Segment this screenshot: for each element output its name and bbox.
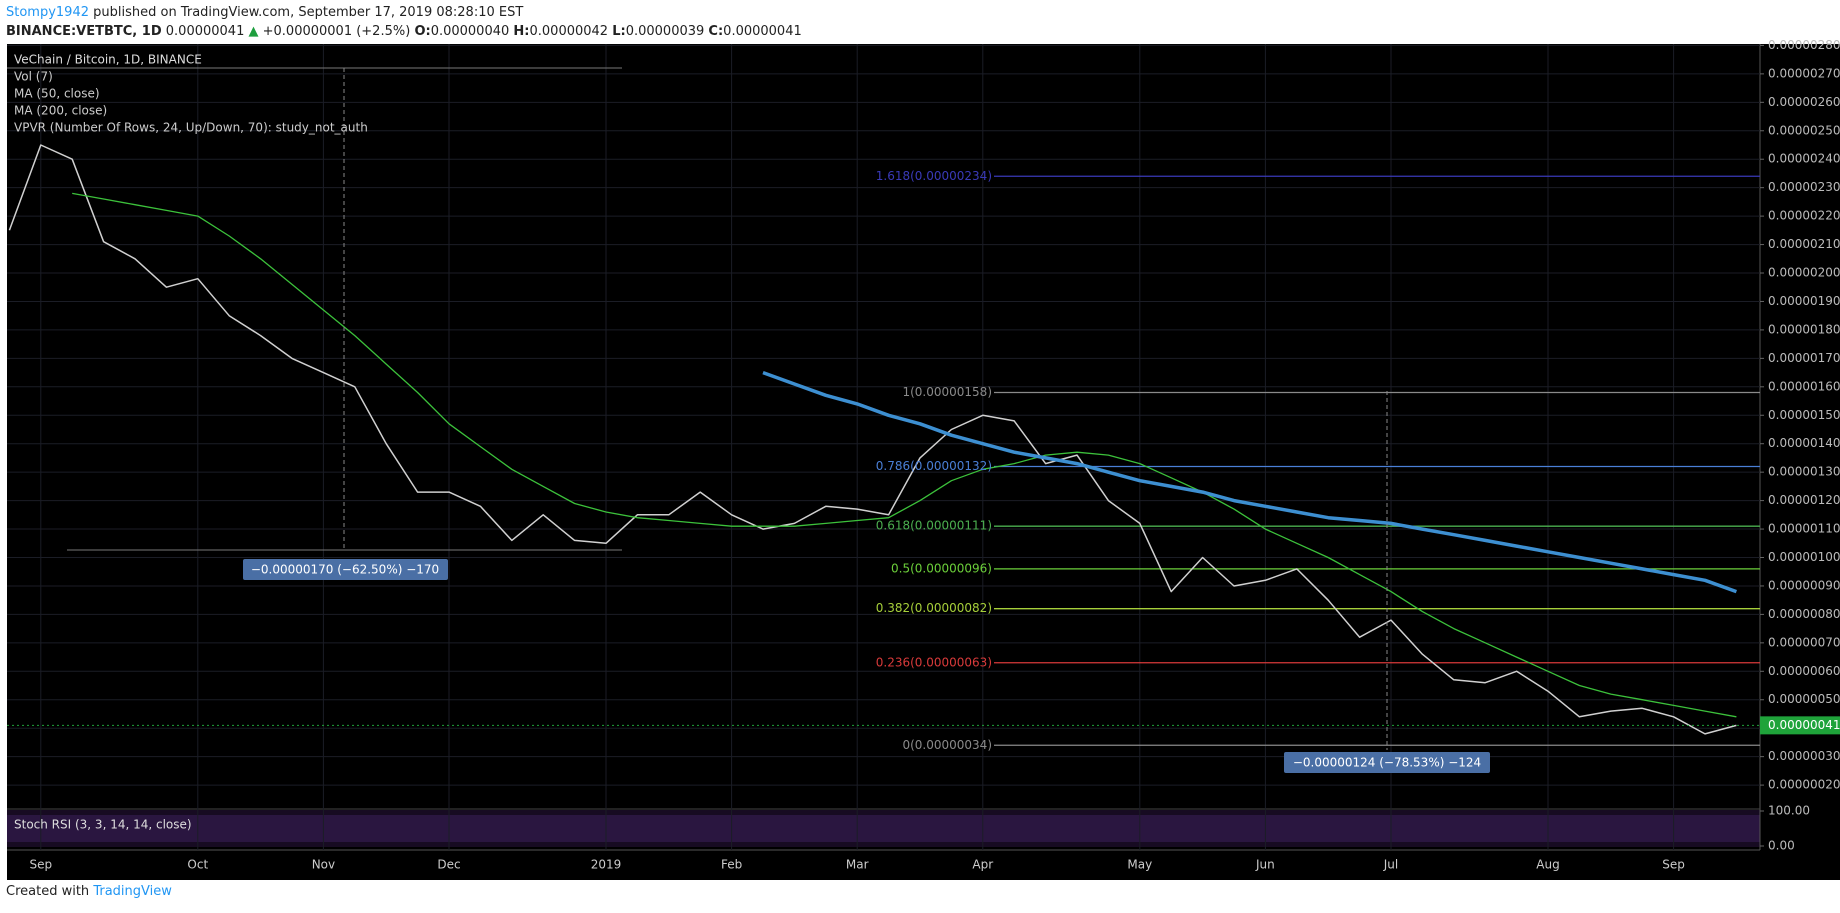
y-tick-label: 0.00000120 [1768,493,1840,507]
x-tick-label: 2019 [591,858,622,872]
high: 0.00000042 [529,24,609,39]
x-tick-label: Jun [1255,858,1275,872]
y-tick-label: 0.00000070 [1768,635,1840,649]
rsi-tick-label: 0.00 [1768,839,1795,853]
x-tick-label: Sep [1662,858,1685,872]
rsi-band [7,815,1760,842]
indicator: Vol (7) [14,70,53,84]
y-tick-label: 0.00000060 [1768,664,1840,678]
y-tick-label: 0.00000080 [1768,607,1840,621]
y-tick-label: 0.00000090 [1768,578,1840,592]
published: published on TradingView.com, September … [93,5,524,20]
close: 0.00000041 [723,24,802,39]
x-tick-label: May [1127,858,1152,872]
y-tick-label: 0.00000200 [1768,266,1840,280]
y-tick-label: 0.00000220 [1768,209,1840,223]
x-tick-label: Feb [721,858,742,872]
y-tick-label: 0.00000110 [1768,522,1840,536]
y-tick-label: 0.00000150 [1768,408,1840,422]
y-tick-label: 0.00000160 [1768,379,1840,393]
fib-label: 0(0.00000034) [902,738,992,752]
l-label: L: [612,24,626,39]
legend-entry: MA (200, close) [14,104,107,118]
c-label: C: [708,24,724,39]
header: Stompy1942 published on TradingView.com,… [6,3,802,41]
measure-label: −0.00000124 (−78.53%) −124 [1293,756,1481,770]
y-tick-label: 0.00000130 [1768,465,1840,479]
fib-label: 0.618(0.00000111) [876,519,992,533]
series-line [762,370,1737,594]
rsi-tick-label: 100.00 [1768,804,1810,818]
fib-label: 0.5(0.00000096) [891,561,992,575]
legend-entry: MA (50, close) [14,87,100,101]
x-tick-label: Aug [1536,858,1559,872]
fib-label: 0.786(0.00000132) [876,459,992,473]
fib-label: 0.236(0.00000063) [876,655,992,669]
x-tick-label: Oct [187,858,208,872]
y-tick-label: 0.00000210 [1768,237,1840,251]
rsi-title: Stoch RSI (3, 3, 14, 14, close) [14,818,192,832]
y-tick-label: 0.00000250 [1768,123,1840,137]
last-price-label: 0.00000041 [1768,718,1840,732]
x-tick-label: Apr [972,858,993,872]
last-price-box [1760,716,1840,735]
open: 0.00000040 [430,24,510,39]
low: 0.00000039 [625,24,705,39]
x-tick-label: Mar [846,858,869,872]
measure-label: −0.00000170 (−62.50%) −170 [251,563,439,577]
footer: Created with TradingView [6,884,172,899]
y-tick-label: 0.00000050 [1768,692,1840,706]
y-tick-label: 0.00000270 [1768,66,1840,80]
series-line [8,144,1737,735]
chart-bg [7,44,1840,880]
author[interactable]: Stompy1942 [6,5,89,20]
created: Created with [6,884,90,899]
x-tick-label: Nov [312,858,335,872]
change: +0.00000001 (+2.5%) [262,24,411,39]
y-tick-label: 0.00000280 [1768,38,1840,52]
y-tick-label: 0.00000170 [1768,351,1840,365]
fib-label: 0.382(0.00000082) [876,601,992,615]
series-line [72,192,1737,718]
brand[interactable]: TradingView [93,884,172,899]
y-tick-label: 0.00000180 [1768,322,1840,336]
legend-entry: VeChain / Bitcoin, 1D, BINANCE [14,53,202,67]
y-tick-label: 0.00000230 [1768,180,1840,194]
fib-label: 1(0.00000158) [902,385,992,399]
fib-label: 1.618(0.00000234) [876,169,992,183]
y-tick-label: 0.00000240 [1768,152,1840,166]
x-tick-label: Jul [1383,858,1398,872]
x-tick-label: Dec [437,858,460,872]
symbol: BINANCE:VETBTC, 1D [6,24,162,39]
y-tick-label: 0.00000030 [1768,749,1840,763]
measure-box [1284,752,1490,773]
x-tick-label: Sep [29,858,52,872]
y-tick-label: 0.00000140 [1768,436,1840,450]
y-tick-label: 0.00000190 [1768,294,1840,308]
y-tick-label: 0.00000020 [1768,778,1840,792]
y-tick-label: 0.00000100 [1768,550,1840,564]
measure-box [243,559,448,580]
y-tick-label: 0.00000260 [1768,95,1840,109]
indicator: VPVR (Number Of Rows, 24, Up/Down, 70): … [14,121,368,135]
last: 0.00000041 [165,24,245,39]
o-label: O: [414,24,431,39]
arrow: ▲ [248,24,259,39]
h-label: H: [513,24,530,39]
